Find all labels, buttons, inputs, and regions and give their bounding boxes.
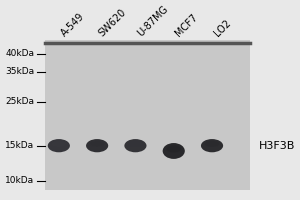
Bar <box>45 40 250 190</box>
Ellipse shape <box>166 145 181 153</box>
Ellipse shape <box>205 141 219 147</box>
Text: LO2: LO2 <box>212 18 232 38</box>
Text: MCF7: MCF7 <box>174 12 200 38</box>
Ellipse shape <box>163 143 185 159</box>
Ellipse shape <box>128 141 143 147</box>
Text: 15kDa: 15kDa <box>5 141 34 150</box>
Ellipse shape <box>201 139 223 152</box>
Text: A-549: A-549 <box>59 11 86 38</box>
Ellipse shape <box>90 141 104 147</box>
Text: 25kDa: 25kDa <box>5 97 34 106</box>
Text: U-87MG: U-87MG <box>135 3 170 38</box>
Ellipse shape <box>48 139 70 152</box>
Text: H3F3B: H3F3B <box>259 141 295 151</box>
Text: 35kDa: 35kDa <box>5 67 34 76</box>
Text: SW620: SW620 <box>97 7 128 38</box>
Ellipse shape <box>86 139 108 152</box>
Ellipse shape <box>124 139 146 152</box>
Text: 40kDa: 40kDa <box>5 49 34 58</box>
Text: 10kDa: 10kDa <box>5 176 34 185</box>
Ellipse shape <box>51 141 66 147</box>
